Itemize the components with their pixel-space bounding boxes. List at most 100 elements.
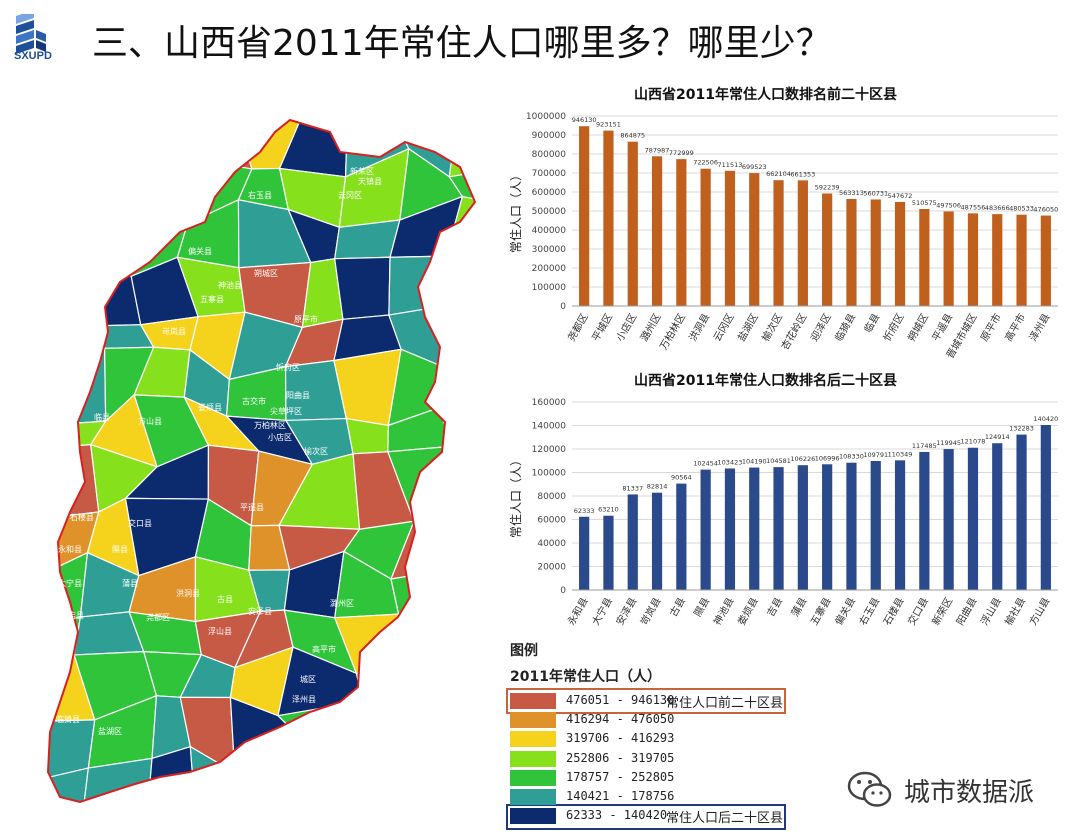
data-label: 117485	[912, 442, 937, 450]
bar	[870, 460, 881, 590]
bar	[967, 447, 979, 590]
x-tick-label: 古县	[667, 595, 688, 619]
legend-range: 178757 - 252805	[566, 769, 675, 784]
map-county-label: 小店区	[268, 432, 292, 442]
map-county-label: 天镇县	[358, 176, 382, 186]
map-county-region	[448, 120, 475, 178]
legend-range: 476051 - 946130	[566, 693, 675, 707]
bar	[603, 130, 614, 306]
chart-bottom20: 0 20000 40000 60000 80000 100000 120000 140000 1…	[506, 392, 1066, 640]
data-label: 560731	[863, 189, 888, 197]
bar	[919, 451, 930, 590]
map-county-label: 永和县	[58, 544, 82, 554]
bar	[651, 156, 663, 306]
x-tick-label: 浮山县	[978, 596, 1003, 628]
data-label: 711513	[718, 161, 743, 169]
map-county-region	[48, 767, 90, 802]
map-county-region	[48, 216, 95, 265]
legend-swatch	[510, 712, 556, 729]
bar	[797, 180, 808, 306]
bar	[992, 214, 1003, 306]
y-tick-label: 0	[560, 586, 566, 596]
x-tick-label: 神池县	[710, 595, 736, 627]
x-tick-label: 蒲县	[788, 595, 809, 619]
y-axis-label: 常住人口（人）	[509, 454, 523, 538]
map-county-label: 方山县	[138, 416, 162, 426]
bar	[627, 494, 638, 590]
data-label: 480533	[1009, 205, 1034, 213]
y-tick-label: 80000	[537, 492, 566, 502]
bar	[700, 469, 711, 590]
map-county-label: 榆次区	[304, 446, 328, 456]
map-county-region	[355, 672, 415, 703]
legend-swatch	[510, 750, 556, 767]
bar	[724, 468, 736, 590]
bar	[579, 126, 590, 307]
x-tick-label: 尧都区	[564, 311, 590, 343]
map-county-region	[176, 198, 240, 269]
x-tick-label: 泽州县	[1027, 312, 1052, 344]
x-tick-label: 榆社县	[1002, 595, 1028, 627]
data-label: 563313	[839, 189, 864, 197]
bar	[1040, 215, 1051, 306]
map-county-region	[442, 255, 475, 309]
y-tick-label: 600000	[532, 188, 567, 198]
x-tick-label: 隰县	[692, 596, 712, 619]
data-label: 864875	[620, 132, 645, 140]
x-tick-label: 安泽县	[613, 595, 639, 627]
data-label: 103423	[718, 458, 743, 466]
data-label: 106996	[815, 454, 840, 462]
y-tick-label: 400000	[532, 226, 567, 236]
x-tick-label: 小店区	[613, 311, 639, 343]
data-label: 119945	[936, 439, 961, 447]
map-county-label: 高平市	[312, 644, 336, 654]
shanxi-county-map: 新荣区 天镇县 云冈区 右玉县 偏关县 神池县 五寨县 朔城区 原平市 岢岚县 忻府区 阳曲县 临县 方山…	[40, 112, 500, 812]
x-tick-label: 偏关县	[832, 595, 858, 627]
map-county-region	[438, 374, 475, 427]
x-tick-label: 原平市	[978, 311, 1004, 343]
y-tick-label: 40000	[537, 539, 566, 549]
map-county-region	[445, 502, 475, 576]
bar	[1016, 434, 1027, 590]
map-county-label: 浮山县	[208, 626, 232, 636]
data-label: 483666	[985, 204, 1010, 212]
y-tick-label: 60000	[537, 516, 566, 526]
legend-swatch	[510, 731, 556, 748]
y-tick-label: 1000000	[526, 112, 566, 122]
legend-bottom20-box	[506, 804, 786, 830]
chart-top20-title: 山西省2011年常住人口数排名前二十区县	[634, 87, 897, 103]
data-label: 106226	[790, 455, 815, 463]
chart-top20: 0 100000 200000 300000 400000 500000 600000 700…	[506, 106, 1066, 368]
bar	[870, 199, 881, 306]
legend-note: 常住人口前二十区县	[666, 696, 784, 711]
map-county-region	[361, 700, 386, 764]
legend-note: 常住人口后二十区县	[666, 811, 784, 827]
chart-top20-svg: 0 100000 200000 300000 400000 500000 600000 700…	[509, 112, 1058, 361]
y-tick-label: 140000	[532, 422, 567, 432]
map-county-label: 云冈区	[338, 191, 362, 200]
bar	[894, 460, 906, 590]
x-tick-label: 潞州区	[637, 311, 663, 343]
bar	[1016, 214, 1027, 306]
map-county-label: 临猗县	[56, 714, 80, 724]
map-county-label: 平遥县	[240, 502, 264, 512]
bar	[627, 141, 638, 306]
y-tick-label: 120000	[532, 445, 567, 455]
map-county-label: 蒲县	[122, 578, 138, 588]
map-county-region	[146, 156, 189, 225]
data-label: 62333	[574, 507, 595, 515]
x-tick-label: 右玉县	[856, 595, 882, 627]
data-label: 497506	[936, 201, 961, 209]
map-county-region	[383, 749, 454, 802]
map-county-label: 吉县	[68, 611, 84, 620]
legend-range: 319706 - 416293	[566, 731, 675, 746]
map-county-label: 岢岚县	[162, 327, 186, 336]
data-label: 104190	[742, 458, 767, 466]
y-tick-label: 0	[560, 302, 566, 312]
x-tick-label: 新荣区	[929, 595, 955, 627]
legend-subheading: 2011年常住人口（人）	[510, 669, 661, 685]
chart-bottom20-title: 山西省2011年常住人口数排名后二十区县	[634, 373, 897, 389]
data-label: 592239	[815, 183, 840, 191]
legend-range: 252806 - 319705	[566, 750, 675, 765]
map-county-region	[345, 417, 390, 455]
